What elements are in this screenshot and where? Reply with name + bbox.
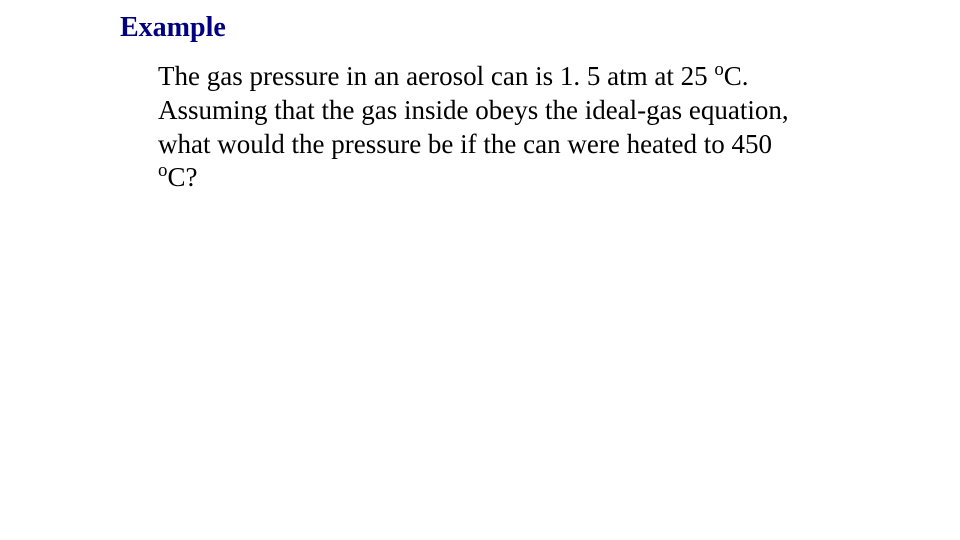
slide-body: The gas pressure in an aerosol can is 1.… bbox=[158, 60, 798, 195]
superscript-1: o bbox=[714, 59, 723, 80]
body-part3: C? bbox=[167, 162, 197, 192]
slide-heading: Example bbox=[120, 12, 960, 44]
body-part1: The gas pressure in an aerosol can is 1.… bbox=[158, 61, 714, 91]
